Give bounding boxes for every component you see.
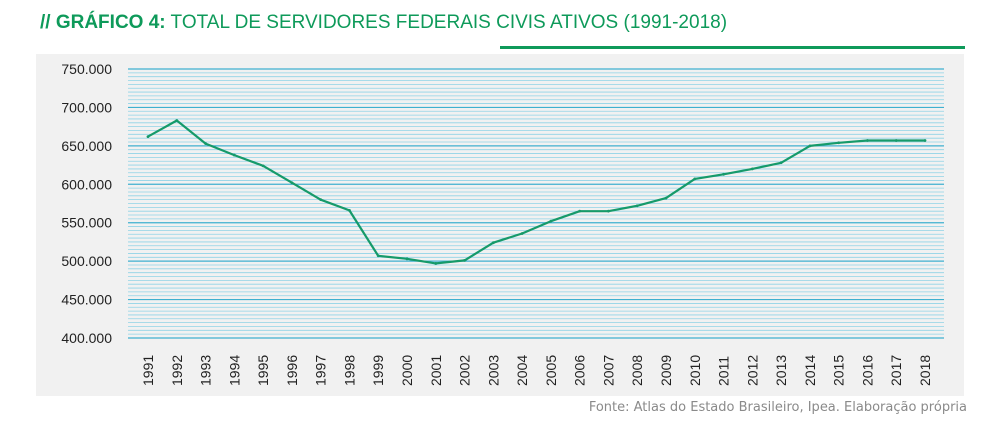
x-tick-label: 2005 <box>543 355 559 386</box>
x-tick-label: 2015 <box>831 355 847 386</box>
data-point <box>348 209 351 212</box>
x-tick-label: 2001 <box>428 355 444 386</box>
y-tick-label: 750.000 <box>61 61 112 77</box>
data-point <box>261 164 265 168</box>
data-point <box>607 209 610 213</box>
data-point <box>376 254 380 258</box>
y-tick-label: 400.000 <box>61 330 112 346</box>
x-tick-label: 2017 <box>888 355 904 386</box>
x-tick-label: 2007 <box>600 355 616 386</box>
data-point <box>866 139 869 142</box>
x-tick-label: 1994 <box>226 355 242 386</box>
data-point <box>520 232 524 235</box>
y-tick-label: 600.000 <box>61 176 112 192</box>
data-point <box>175 119 179 122</box>
chart-title-text: TOTAL DE SERVIDORES FEDERAIS CIVIS ATIVO… <box>165 12 728 33</box>
data-point <box>923 139 927 142</box>
x-tick-label: 2014 <box>802 355 818 386</box>
data-point <box>722 172 725 176</box>
chart-title: // GRÁFICO 4: TOTAL DE SERVIDORES FEDERA… <box>40 12 727 34</box>
data-point <box>693 177 697 181</box>
x-tick-label: 2009 <box>658 355 674 386</box>
title-underline <box>500 46 965 49</box>
x-tick-label: 2011 <box>716 356 732 386</box>
y-tick-label: 700.000 <box>61 99 112 115</box>
data-point <box>290 181 294 185</box>
data-point <box>491 241 495 245</box>
x-tick-label: 2012 <box>744 355 760 386</box>
y-tick-label: 500.000 <box>61 253 112 269</box>
x-tick-label: 2010 <box>687 355 703 386</box>
x-tick-label: 1997 <box>313 355 329 386</box>
x-tick-label: 2018 <box>917 355 933 386</box>
data-point <box>146 135 150 139</box>
data-point <box>319 198 323 202</box>
x-tick-label: 1998 <box>341 355 357 386</box>
x-tick-label: 2006 <box>572 355 588 386</box>
data-point <box>808 144 812 148</box>
data-point <box>549 219 553 223</box>
data-point <box>837 141 841 145</box>
data-point <box>405 257 409 261</box>
source-note: Fonte: Atlas do Estado Brasileiro, Ipea.… <box>588 400 967 415</box>
data-point <box>463 258 466 262</box>
x-tick-label: 1996 <box>284 355 300 386</box>
x-tick-label: 1999 <box>370 355 386 386</box>
y-tick-label: 650.000 <box>61 138 112 154</box>
series-line <box>146 119 927 265</box>
x-tick-label: 2002 <box>457 355 473 386</box>
x-tick-label: 2013 <box>773 355 789 386</box>
data-point <box>779 161 783 165</box>
chart-title-prefix: // GRÁFICO 4: <box>40 12 166 33</box>
x-tick-label: 2016 <box>859 355 875 386</box>
data-point <box>635 204 639 208</box>
y-tick-label: 550.000 <box>61 215 112 231</box>
data-point <box>434 262 438 265</box>
data-point <box>204 142 207 145</box>
x-tick-label: 1991 <box>140 355 156 386</box>
data-point <box>750 167 754 171</box>
x-tick-label: 1995 <box>255 355 271 386</box>
y-tick-label: 450.000 <box>61 292 112 308</box>
x-tick-label: 1993 <box>198 355 214 386</box>
x-tick-label: 2004 <box>514 355 530 386</box>
data-point <box>894 139 898 142</box>
x-tick-label: 1992 <box>169 355 185 386</box>
x-tick-label: 2008 <box>629 355 645 386</box>
x-tick-label: 2000 <box>399 355 415 386</box>
x-tick-label: 2003 <box>485 355 501 386</box>
data-point <box>578 209 582 213</box>
data-point <box>664 196 668 200</box>
data-point <box>232 153 236 157</box>
